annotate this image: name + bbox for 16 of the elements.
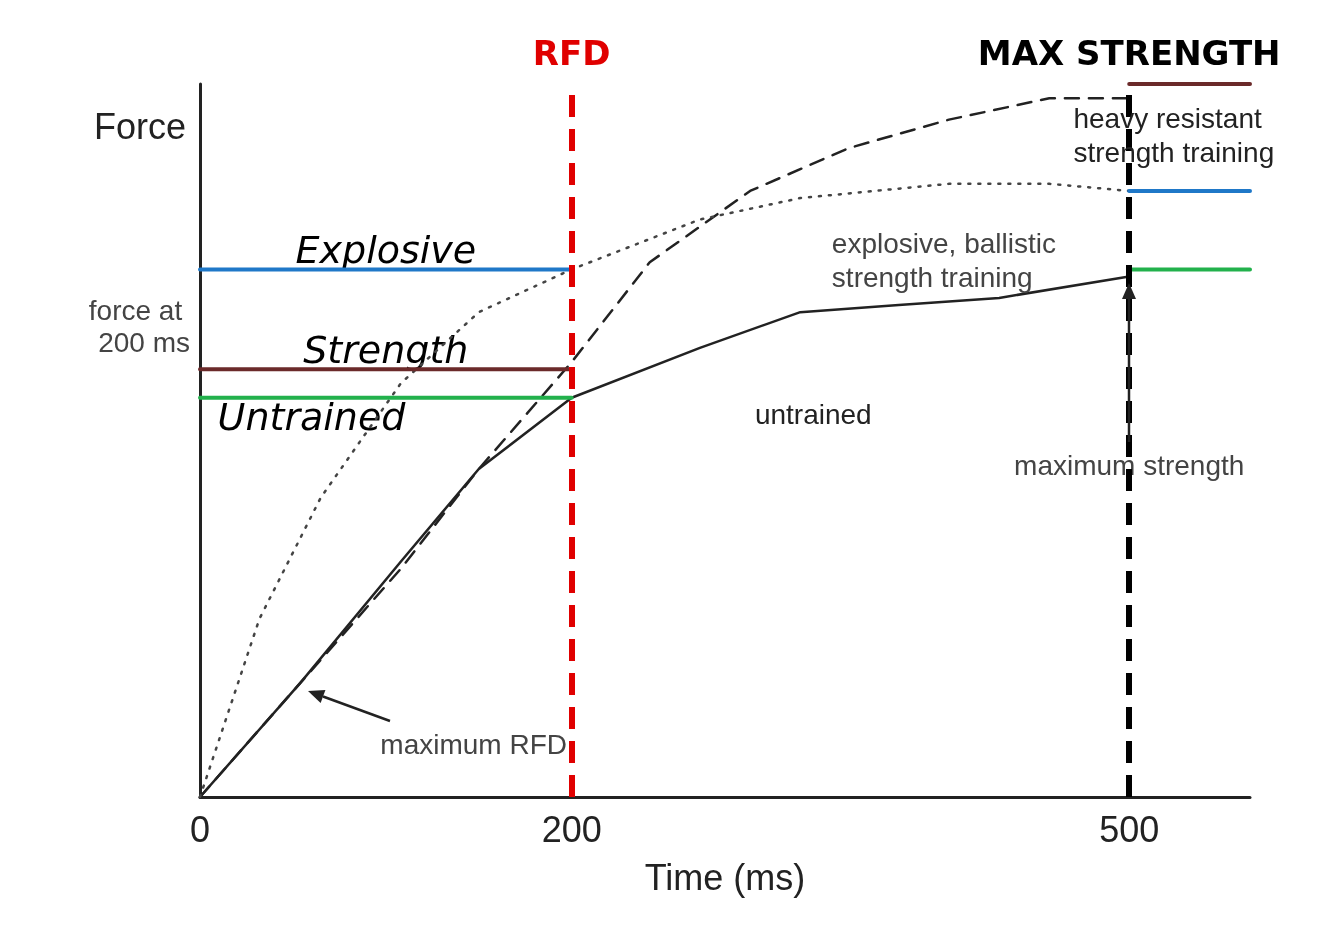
series-label: explosive, ballistic strength training (831, 228, 1064, 294)
annotation: Explosive (295, 227, 477, 272)
text: untrained (754, 399, 872, 431)
x-tick-label: 0 (189, 808, 211, 850)
ref-line-label: RFD (532, 33, 611, 73)
annotation: maximum RFD (380, 729, 568, 761)
annotation: maximum strength (1014, 450, 1245, 482)
text: force at 200 ms (88, 294, 190, 358)
ref-line-label: MAX STRENGTH (977, 33, 1281, 73)
annotation: Strength (303, 327, 469, 372)
annotation: Untrained (217, 395, 407, 440)
x-tick-label: 200 (541, 808, 602, 850)
x-axis-title: Time (ms) (644, 856, 806, 898)
x-tick-label: 500 (1099, 808, 1160, 850)
series-label: heavy resistant strength training (1073, 103, 1275, 169)
y-axis-title: Force (93, 105, 186, 147)
